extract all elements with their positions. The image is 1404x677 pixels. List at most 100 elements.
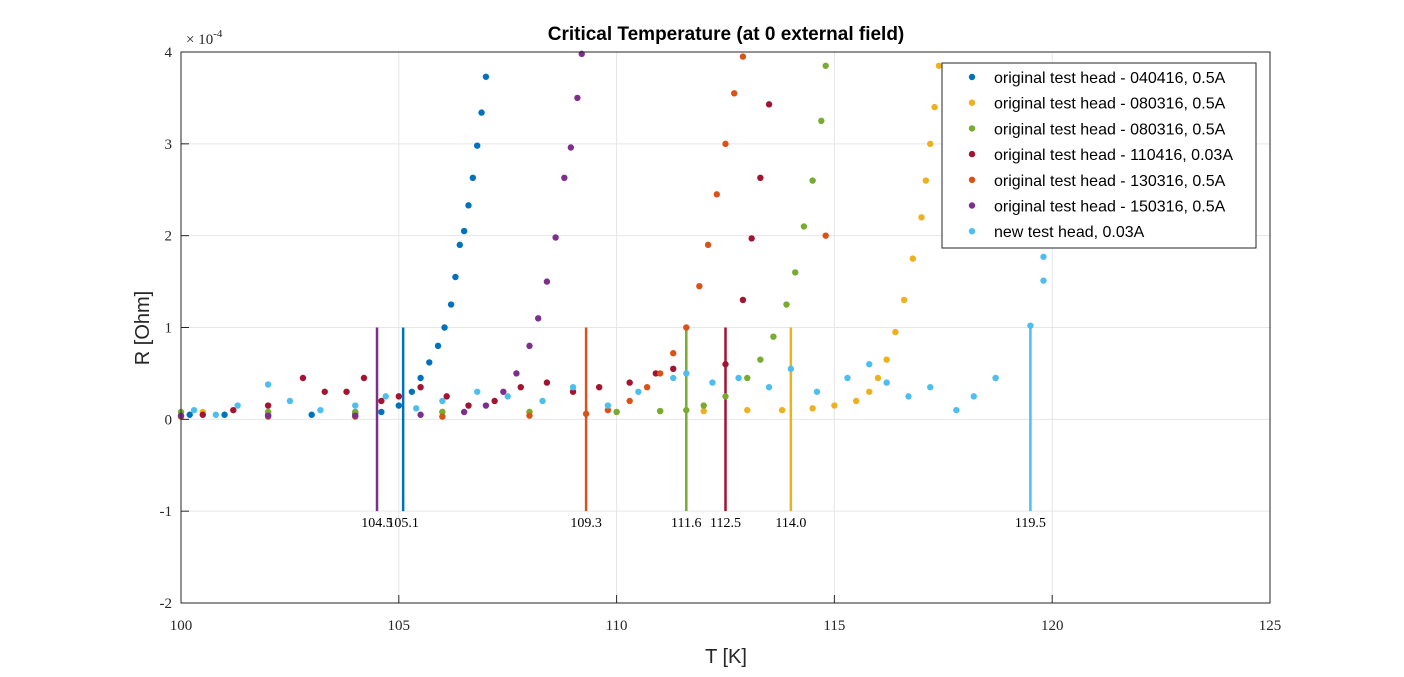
legend-marker [968,125,976,132]
data-point [670,350,677,357]
legend-marker [968,176,976,183]
data-point [909,255,917,262]
data-point [321,388,328,395]
data-point [643,383,651,391]
data-point [626,397,633,405]
data-point [765,383,773,391]
data-point [212,411,220,418]
legend-box [941,62,1257,249]
data-point [417,374,424,382]
data-point [739,296,747,304]
data-point [595,383,603,391]
data-point [186,411,193,418]
data-point [800,223,808,230]
data-point [439,413,446,420]
x-tick-label: 100 [170,618,193,634]
data-point [709,379,716,386]
legend-entry: original test head - 150316, 0.5A [994,199,1226,216]
data-point [731,90,738,97]
legend-marker [968,99,976,106]
data-point [460,408,468,416]
y-tick-label: 1 [165,321,173,337]
data-point [770,333,777,340]
series-0 [186,73,490,418]
data-point [700,402,707,409]
data-point [866,361,873,368]
y-tick-label: 2 [165,229,173,245]
y-tick-label: 4 [165,45,173,61]
data-point [757,356,764,363]
data-point [696,282,703,290]
series-5 [177,50,585,419]
y-exponent-base: × 10 [186,32,213,48]
data-point [722,361,729,368]
data-point [543,278,551,285]
data-point [286,397,294,405]
data-point [713,191,720,198]
data-point [395,402,402,409]
legend-marker [968,73,976,81]
data-point [456,241,463,249]
data-point [953,406,960,414]
data-point [883,379,890,386]
data-point [343,388,350,395]
y-exponent-label: × 10-4 [186,28,223,48]
data-point [809,177,816,184]
data-point [813,388,821,395]
data-point [927,383,934,391]
x-axis-label: T [K] [705,646,747,668]
data-point [417,411,424,418]
data-points [177,50,1047,420]
data-point [552,234,559,241]
x-tick-label: 110 [606,618,628,634]
data-point [822,62,829,69]
data-point [778,406,786,414]
data-point [935,62,943,69]
legend-entry: new test head, 0.03A [994,224,1145,241]
data-point [352,412,359,419]
y-tick-label: -1 [160,504,173,520]
data-point [1040,277,1047,284]
data-point [874,374,882,382]
data-point [626,379,633,386]
series-1 [199,62,999,416]
data-point [852,397,860,405]
data-point [426,359,433,366]
data-point [744,374,751,382]
data-point [534,315,542,322]
data-point [569,383,577,391]
data-point [439,408,446,416]
critical-temperature-label: 109.3 [570,516,602,531]
legend-marker [968,150,976,158]
legend-entry: original test head - 040416, 0.5A [994,70,1226,87]
data-point [831,402,838,409]
data-point [574,94,581,102]
data-point [264,412,272,419]
data-point [230,406,237,414]
data-point [482,73,490,80]
x-tick-label: 125 [1259,618,1282,634]
series-6 [190,253,1047,418]
data-point [452,273,459,281]
data-point [447,301,455,308]
critical-temperature-label: 114.0 [775,516,806,531]
legend: original test head - 040416, 0.5A origina… [941,62,1257,249]
data-point [822,232,829,239]
data-point [582,410,590,418]
data-point [569,388,577,395]
series-4 [177,53,829,420]
data-point [199,411,206,418]
data-point [378,408,385,416]
data-point [360,374,368,382]
data-point [299,374,307,382]
data-point [927,140,934,148]
data-point [683,370,690,377]
data-point [635,388,642,395]
y-tick-label: 0 [165,412,173,428]
data-point [1040,253,1047,260]
data-point [504,393,511,400]
data-point [526,412,533,419]
data-point [1027,322,1034,329]
data-point [561,174,568,182]
